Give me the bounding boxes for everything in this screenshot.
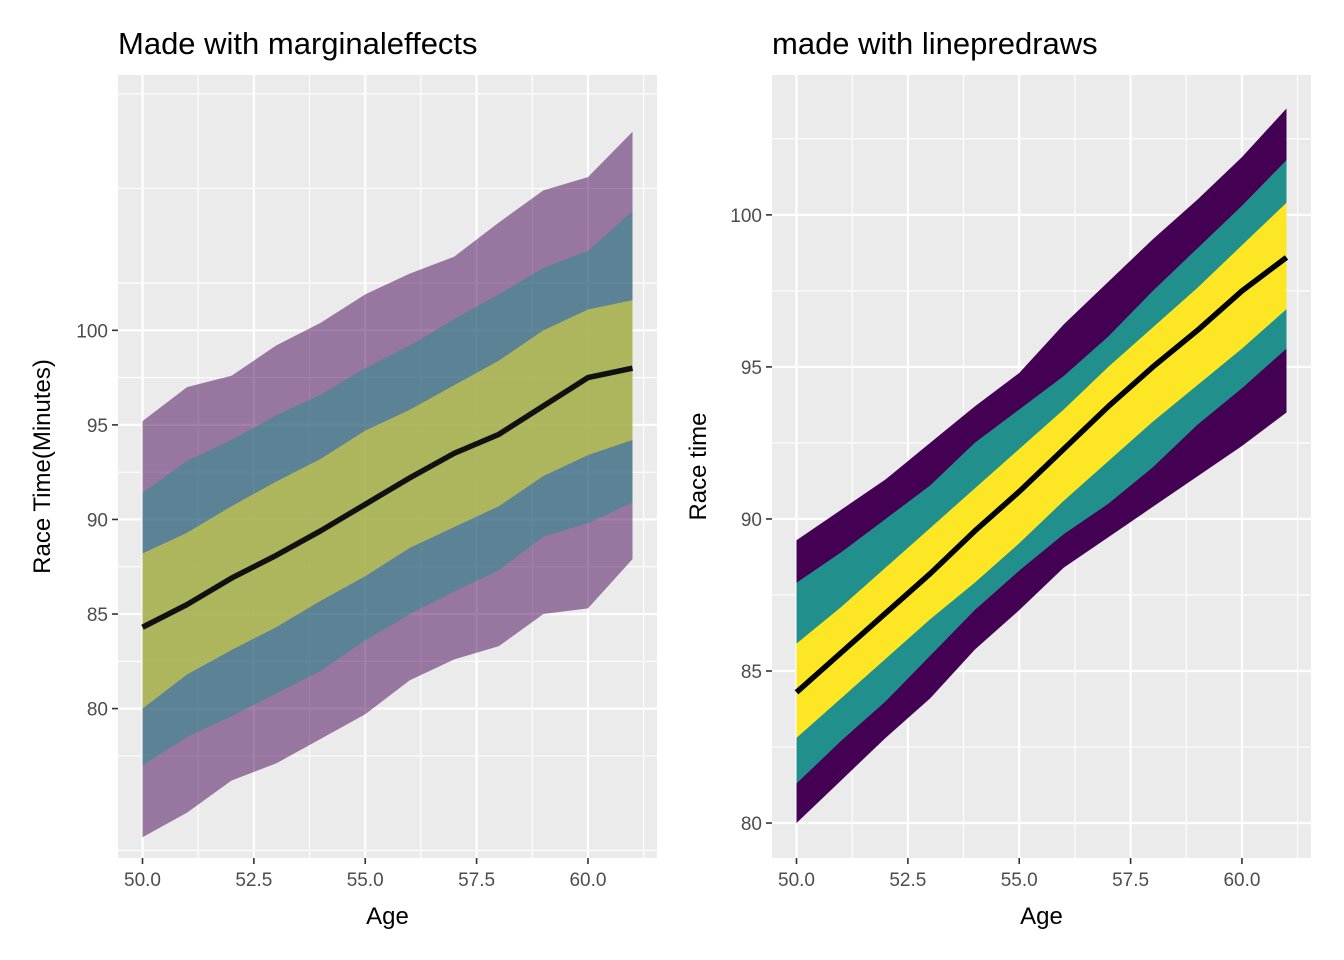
ribbon-band-3	[142, 300, 633, 709]
y-tick-label: 85	[87, 605, 108, 626]
x-tick-label: 52.5	[235, 870, 272, 891]
x-tick-label: 57.5	[458, 870, 495, 891]
series-line	[141, 365, 634, 630]
chart-title: made with linepredraws	[772, 26, 1098, 61]
x-axis-label: Age	[1020, 903, 1063, 930]
y-tick-label: 80	[87, 700, 108, 721]
x-tick-label: 60.0	[1223, 870, 1260, 891]
y-tick-label: 95	[87, 416, 108, 437]
y-tick-label: 100	[730, 206, 762, 227]
x-tick-label: 57.5	[1112, 870, 1149, 891]
y-tick-label: 80	[741, 814, 762, 835]
x-tick-label: 55.0	[1001, 870, 1038, 891]
y-tick-label: 95	[741, 358, 762, 379]
y-axis-label: Race Time(Minutes)	[29, 359, 56, 574]
panel-marginaleffects: 50.0 52.5 55.0 57.5 60.0 80 85 90 95 100 Made with…	[29, 26, 657, 930]
y-tick-label: 100	[76, 321, 108, 342]
x-axis-label: Age	[366, 903, 409, 930]
y-tick-label: 90	[87, 510, 108, 531]
panel-linepredraws: 50.0 52.5 55.0 57.5 60.0 80 85 90 95 100 made with…	[685, 26, 1311, 930]
x-tick-label: 55.0	[347, 870, 384, 891]
series-line	[794, 255, 1289, 695]
chart-title: Made with marginaleffects	[118, 26, 478, 61]
x-tick-label: 50.0	[778, 870, 815, 891]
x-tick-label: 50.0	[124, 870, 161, 891]
y-tick-label: 85	[741, 662, 762, 683]
y-tick-label: 90	[741, 510, 762, 531]
y-axis-label: Race time	[685, 412, 712, 520]
x-tick-label: 52.5	[889, 870, 926, 891]
x-tick-label: 60.0	[569, 870, 606, 891]
